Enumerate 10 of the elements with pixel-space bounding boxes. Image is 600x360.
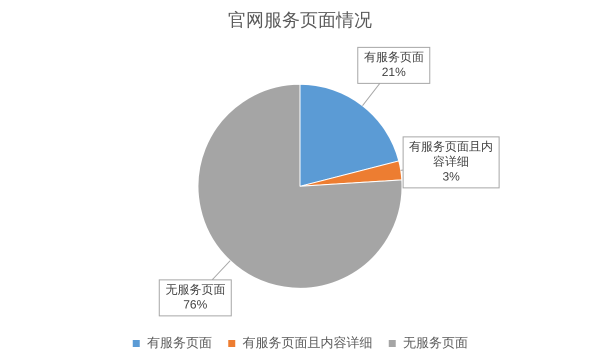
data-label: 21% <box>382 65 406 80</box>
legend-label: 有服务页面且内容详细 <box>242 335 372 350</box>
data-label: 76% <box>183 298 208 312</box>
data-label: 3% <box>442 170 460 184</box>
chart-title: 官网服务页面情况 <box>228 10 372 30</box>
slice-label: 有服务页面 <box>364 50 424 64</box>
slice-label: 无服务页面 <box>165 282 226 297</box>
slice-label: 有服务页面且内容详细 <box>409 140 494 169</box>
legend-label: 有服务页面 <box>146 335 212 350</box>
legend-label: 无服务页面 <box>402 335 468 350</box>
